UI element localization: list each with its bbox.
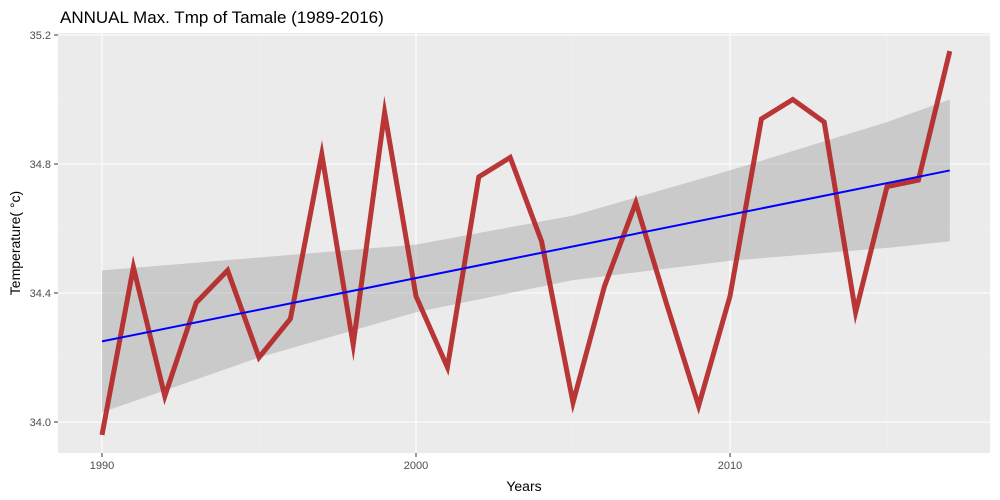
y-tick-label: 34.0 xyxy=(30,417,51,429)
y-tick-label: 34.8 xyxy=(30,159,51,171)
minor-gridlines xyxy=(58,33,990,453)
y-axis: 34.0 34.4 34.8 35.2 xyxy=(30,30,58,429)
x-tick-label: 2010 xyxy=(718,460,742,472)
y-tick-label: 35.2 xyxy=(30,30,51,42)
x-tick-label: 1990 xyxy=(90,460,114,472)
plot-panel xyxy=(58,33,990,453)
x-axis: 1990 2000 2010 xyxy=(90,453,742,472)
series-layer xyxy=(99,50,953,436)
trend-line xyxy=(101,169,950,343)
series-line xyxy=(99,50,953,436)
chart-title: ANNUAL Max. Tmp of Tamale (1989-2016) xyxy=(60,8,384,27)
major-gridlines xyxy=(58,33,990,453)
x-tick-label: 2000 xyxy=(404,460,428,472)
x-axis-title: Years xyxy=(506,478,541,494)
y-axis-title: Temperature( °c) xyxy=(7,191,23,295)
y-tick-label: 34.4 xyxy=(30,288,51,300)
trend-line-layer xyxy=(101,169,950,343)
